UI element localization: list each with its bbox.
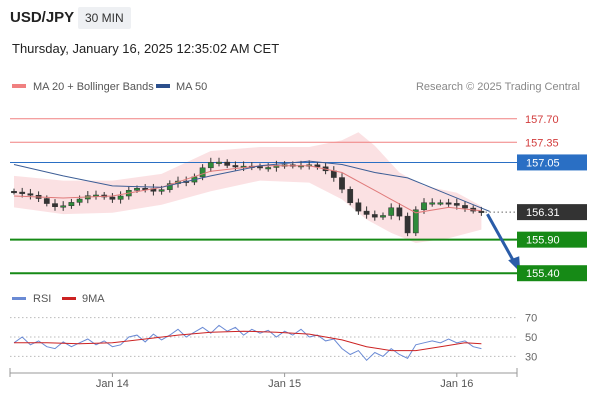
support-label: 155.40	[526, 268, 560, 280]
candle-down	[371, 214, 378, 218]
chart-legend: MA 20 + Bollinger Bands MA 50 Research ©…	[12, 81, 580, 93]
ma20-legend-label: MA 20 + Bollinger Bands	[33, 81, 154, 93]
moving-averages	[13, 160, 490, 214]
candle-down	[232, 165, 239, 168]
candle-down	[445, 202, 452, 205]
candle-up	[216, 161, 222, 164]
candle-down	[404, 215, 411, 234]
forecast-arrow	[486, 213, 521, 273]
ma50-line	[13, 160, 490, 212]
support-tag	[517, 231, 587, 248]
candle-up	[166, 183, 173, 190]
ma9-legend-label: 9MA	[82, 293, 105, 305]
candle-down	[462, 205, 468, 209]
candle-down	[11, 191, 17, 194]
x-axis: Jan 14 Jan 15 Jan 16	[9, 368, 518, 390]
candle-down	[363, 210, 370, 215]
candle-down	[453, 203, 460, 206]
ma20-line	[13, 165, 482, 214]
resistance-label: 157.35	[525, 137, 559, 149]
candle-up	[76, 198, 83, 203]
candle-up	[412, 209, 419, 234]
rsi-tick-label: 50	[525, 332, 537, 344]
candle-up	[265, 167, 272, 170]
candle-down	[339, 177, 345, 190]
timeframe-badge[interactable]: 30 MIN	[78, 7, 131, 29]
candle-down	[52, 203, 58, 207]
credit-text: Research © 2025 Trading Central	[416, 81, 580, 93]
rsi-legend-label: RSI	[33, 293, 51, 305]
resistance-label: 157.70	[525, 114, 559, 126]
candle-up	[117, 195, 124, 200]
candle-up	[421, 202, 427, 211]
level-tags: 157.70 157.35 157.05 156.31 155.90 155.40	[517, 114, 587, 282]
rsi-ma9-line	[14, 330, 482, 352]
candle-up	[68, 202, 75, 206]
candle-down	[396, 207, 403, 217]
x-tick-label: Jan 15	[268, 378, 301, 390]
rsi-legend-swatch	[12, 297, 26, 300]
candle-down	[478, 210, 485, 213]
symbol-title: USD/JPY	[10, 9, 75, 26]
candle-up	[429, 202, 436, 205]
support-label: 155.90	[526, 235, 560, 247]
last-price-tag	[517, 204, 587, 221]
rsi-line	[13, 324, 482, 362]
candle-up	[388, 207, 395, 216]
rsi-tick-label: 30	[525, 351, 537, 363]
last-price-label: 156.31	[526, 207, 560, 219]
ma20-legend-swatch	[12, 84, 26, 88]
candle-down	[330, 170, 337, 178]
datetime-text: Thursday, January 16, 2025 12:35:02 AM C…	[12, 41, 280, 56]
candle-down	[224, 161, 231, 166]
candle-up	[207, 162, 214, 169]
candle-down	[43, 198, 50, 204]
candle-up	[199, 167, 206, 178]
ma50-legend-label: MA 50	[176, 81, 207, 93]
candle-up	[60, 205, 67, 208]
candle-down	[27, 193, 34, 196]
candle-up	[158, 189, 165, 192]
candle-down	[314, 164, 321, 168]
candle-up	[437, 202, 444, 205]
x-tick-label: Jan 16	[440, 378, 473, 390]
price-levels	[10, 118, 517, 275]
rsi-panel: 70 50 30	[10, 313, 537, 363]
bollinger-bands	[14, 132, 482, 243]
ma9-legend-swatch	[62, 297, 76, 300]
candle-down	[19, 191, 26, 194]
pivot-tag	[517, 154, 587, 171]
ma50-legend-swatch	[156, 84, 170, 88]
candle-down	[347, 189, 354, 203]
pivot-label: 157.05	[526, 157, 560, 169]
x-tick-label: Jan 14	[96, 378, 129, 390]
candle-up	[380, 215, 386, 218]
rsi-tick-label: 70	[525, 313, 537, 325]
support-tag	[517, 265, 587, 282]
candle-down	[109, 196, 116, 200]
forecast-arrow-shaft	[486, 213, 516, 263]
candle-down	[355, 202, 362, 212]
rsi-legend: RSI 9MA	[12, 293, 105, 305]
bollinger-band-fill	[14, 132, 482, 243]
candle-up	[134, 188, 140, 191]
candle-down	[257, 166, 263, 169]
